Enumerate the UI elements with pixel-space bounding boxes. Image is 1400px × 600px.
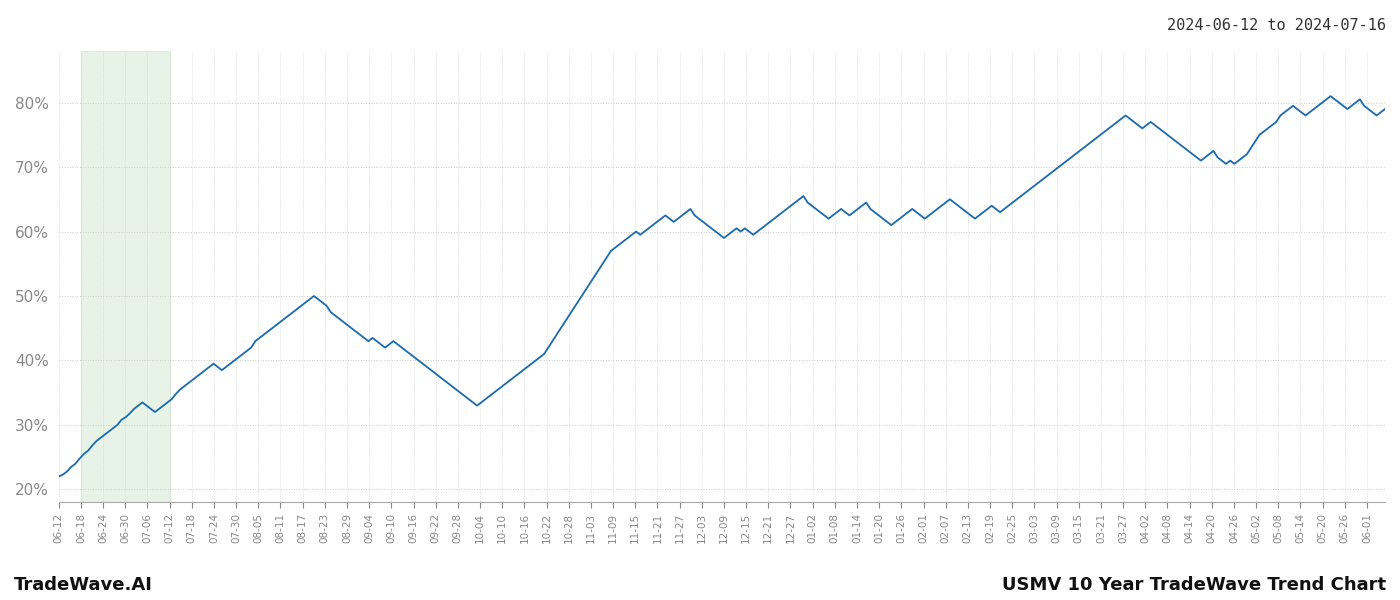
Text: 2024-06-12 to 2024-07-16: 2024-06-12 to 2024-07-16	[1168, 18, 1386, 33]
Text: TradeWave.AI: TradeWave.AI	[14, 576, 153, 594]
Bar	[81, 51, 169, 502]
Text: USMV 10 Year TradeWave Trend Chart: USMV 10 Year TradeWave Trend Chart	[1002, 576, 1386, 594]
